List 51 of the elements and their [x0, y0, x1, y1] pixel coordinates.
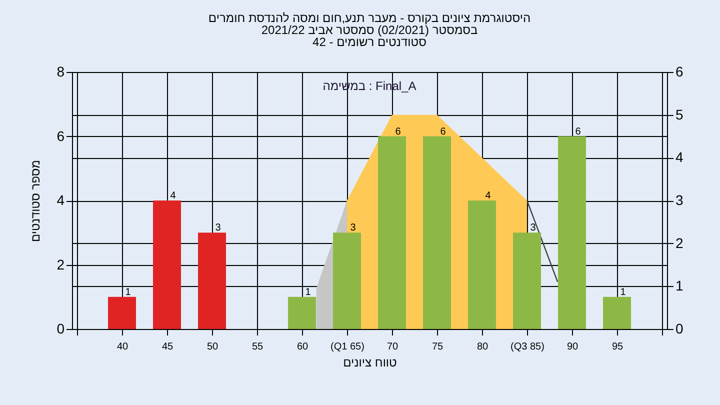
data-label: 3: [530, 222, 536, 234]
data-label: 6: [395, 126, 402, 138]
x-tick-label: (Q1 65): [330, 342, 364, 352]
data-label: 1: [620, 286, 626, 298]
x-tick-label: 80: [476, 342, 488, 352]
y-axis-title: מספר סטודנטים: [28, 160, 43, 242]
data-label: 1: [125, 286, 132, 298]
y2-tick-label: 2: [676, 234, 684, 251]
y-tick-label: 2: [56, 256, 65, 272]
bar: [468, 200, 496, 329]
y2-tick-label: 4: [676, 149, 684, 166]
bar: [603, 296, 631, 329]
y2-tick-label: 1: [676, 278, 684, 294]
y2-tick-label: 5: [676, 106, 684, 122]
x-tick-label: 45: [162, 342, 174, 352]
x-tick-label: 90: [566, 342, 578, 352]
data-label: 4: [170, 190, 176, 202]
y2-tick-label: 3: [676, 192, 684, 208]
x-tick-label: 55: [252, 342, 264, 352]
y-tick-label: 0: [56, 320, 65, 336]
x-tick-label: 40: [116, 342, 128, 352]
data-label: 3: [350, 222, 356, 234]
text: סטודנטים רשומים - 42: [312, 35, 427, 49]
data-label: 6: [440, 126, 446, 138]
y-tick-label: 8: [56, 64, 65, 80]
x-tick-label: 75: [432, 342, 444, 352]
y2-tick-label: 0: [676, 320, 684, 336]
bar: [288, 296, 316, 329]
y2-tick-label: 6: [676, 64, 684, 80]
bar: [423, 136, 451, 329]
bar: [333, 232, 361, 329]
x-tick-label: 60: [296, 342, 308, 352]
y-tick-label: 6: [56, 128, 65, 144]
x-tick-label: 50: [206, 342, 218, 352]
data-label: 1: [305, 286, 312, 298]
y-tick-label: 4: [56, 192, 65, 208]
bar: [378, 136, 406, 329]
x-tick-label: (Q3 85): [510, 342, 544, 352]
data-label: 6: [575, 126, 582, 138]
bar: [513, 232, 541, 329]
data-label: 3: [215, 222, 222, 234]
x-tick-label: 70: [386, 342, 398, 352]
x-axis-title: טווח ציונים: [343, 356, 398, 370]
chart-title: היסטוגרמת ציונים בקורס - מעבר תנע,חום ומסה להנדסת חומרים: [208, 11, 531, 25]
x-tick-label: 95: [612, 342, 624, 352]
bar: [108, 296, 136, 329]
bar: [153, 200, 181, 329]
data-label: 4: [485, 190, 492, 202]
bar: [198, 232, 226, 329]
bar: [558, 136, 586, 329]
chart-subtitle: בסמסטר (02/2021) סמסטר אביב 2021/22: [261, 23, 478, 37]
